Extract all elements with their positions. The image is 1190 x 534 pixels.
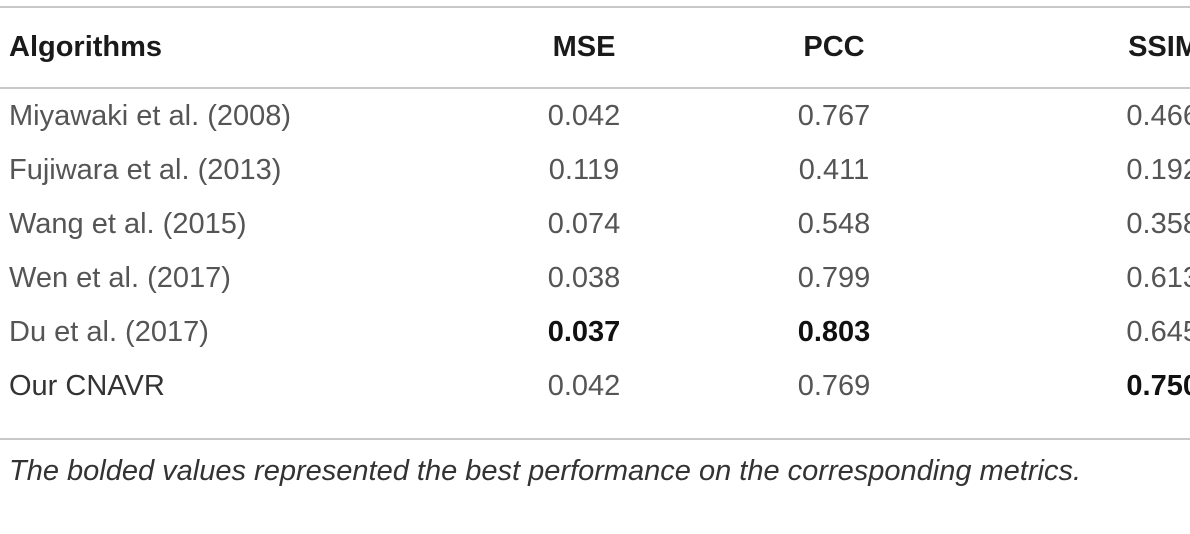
table-row: Wang et al. (2015) 0.074 0.548 0.358	[0, 197, 1190, 251]
results-table: Algorithms MSE PCC SSIM Miyawaki et al. …	[0, 8, 1190, 413]
table-bottom-rule	[0, 438, 1190, 440]
mse-cell: 0.119	[548, 153, 620, 186]
table-footnote: The bolded values represented the best p…	[9, 455, 1082, 487]
ssim-cell: 0.613	[1126, 261, 1190, 294]
mse-cell: 0.038	[547, 261, 621, 294]
pcc-cell: 0.769	[797, 369, 871, 402]
pcc-cell-best: 0.803	[797, 315, 871, 348]
ssim-cell-best: 0.750	[1126, 369, 1190, 402]
algorithm-cell: Fujiwara et al. (2013)	[9, 153, 282, 186]
pcc-cell: 0.767	[797, 99, 871, 132]
ssim-cell: 0.192	[1126, 153, 1190, 186]
header-mse: MSE	[552, 31, 616, 63]
algorithm-cell: Our CNAVR	[9, 369, 165, 402]
algorithm-cell: Wen et al. (2017)	[9, 261, 231, 294]
mse-cell: 0.042	[547, 99, 621, 132]
mse-cell: 0.042	[547, 369, 621, 402]
table-top-rule	[0, 6, 1190, 8]
table-row: Wen et al. (2017) 0.038 0.799 0.613	[0, 251, 1190, 305]
table-row: Our CNAVR 0.042 0.769 0.750	[0, 359, 1190, 413]
header-row: Algorithms MSE PCC SSIM	[0, 8, 1190, 87]
algorithm-cell: Du et al. (2017)	[9, 315, 209, 348]
header-algorithms: Algorithms	[9, 31, 163, 63]
algorithm-cell: Wang et al. (2015)	[9, 207, 247, 240]
algorithm-cell: Miyawaki et al. (2008)	[9, 99, 292, 132]
pcc-cell: 0.799	[797, 261, 871, 294]
table-row: Miyawaki et al. (2008) 0.042 0.767 0.466	[0, 87, 1190, 143]
ssim-cell: 0.358	[1126, 207, 1190, 240]
header-ssim: SSIM	[1128, 31, 1190, 63]
header-divider-rule	[0, 87, 1190, 89]
ssim-cell: 0.466	[1126, 99, 1190, 132]
pcc-cell: 0.411	[798, 153, 870, 186]
pcc-cell: 0.548	[797, 207, 871, 240]
table-row: Du et al. (2017) 0.037 0.803 0.645	[0, 305, 1190, 359]
mse-cell-best: 0.037	[547, 315, 621, 348]
table-row: Fujiwara et al. (2013) 0.119 0.411 0.192	[0, 143, 1190, 197]
ssim-cell: 0.645	[1126, 315, 1190, 348]
header-pcc: PCC	[803, 31, 865, 63]
mse-cell: 0.074	[547, 207, 621, 240]
